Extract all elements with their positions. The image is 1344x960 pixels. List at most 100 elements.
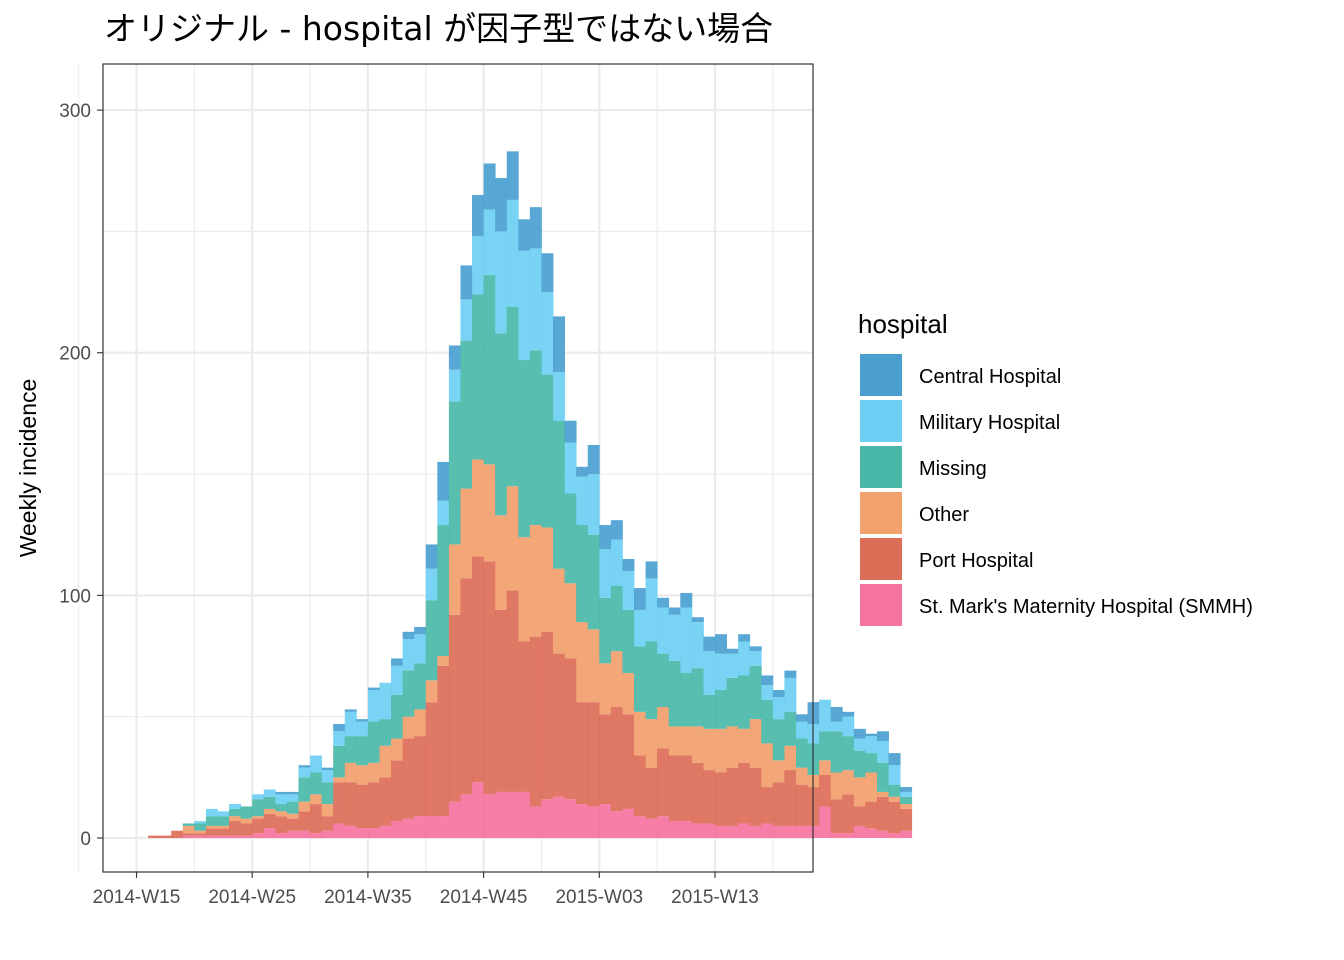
bar-segment [321,767,334,771]
bar-segment [865,828,878,839]
bar-segment [657,607,670,654]
bar-segment [356,828,369,839]
bar-segment [286,813,299,819]
bar-segment [182,833,195,836]
bar-segment [830,707,843,722]
bar-segment [425,600,438,681]
bar-segment [402,639,415,671]
bar-segment [460,488,473,579]
bar-segment [529,207,542,249]
bar-segment [182,835,195,839]
bar-segment [726,677,739,727]
bar-segment [691,762,704,824]
bar-segment [703,728,716,771]
bar-segment [448,401,461,545]
bar-segment [483,163,496,210]
bar-segment [275,811,288,817]
bar-segment [240,823,253,836]
bar-segment [853,750,866,778]
bar-segment [205,825,218,829]
bar-segment [518,791,531,839]
bar-segment [610,811,623,839]
bar-segment [240,818,253,824]
bar-segment [286,794,299,802]
bar-segment [900,804,913,809]
bar-segment [888,833,901,839]
bar-segment [645,578,658,642]
bar-segment [252,818,265,834]
bar-segment [691,622,704,669]
bar-segment [819,774,832,807]
bar-segment [691,668,704,727]
x-tick-label: 2014-W15 [93,887,181,908]
bar-segment [437,816,450,839]
bar-segment [726,726,739,768]
bar-segment [194,833,207,836]
bar-segment [853,806,866,826]
bar-segment [402,738,415,819]
bar-segment [876,796,889,831]
bar-segment [217,816,230,826]
bar-segment [425,568,438,601]
bar-segment [853,777,866,807]
bar-segment [749,665,762,720]
bar-segment [310,794,323,805]
bar-segment [541,292,554,375]
bar-segment [460,578,473,795]
bar-segment [321,816,334,831]
bar-segment [356,784,369,829]
bar-segment [668,821,681,839]
bar-segment [564,799,577,839]
bar-segment [876,762,889,792]
bar-segment [888,801,901,834]
bar-segment [402,670,415,717]
bar-segment [541,631,554,800]
bar-segment [784,745,797,771]
bar-segment [541,253,554,293]
y-axis: 0 100 200 300 [59,101,103,850]
bar-segment [564,442,577,494]
bar-segment [853,738,866,751]
bar-segment [726,825,739,839]
bar-segment [842,770,855,795]
bar-segment [634,588,646,610]
y-tick-label: 0 [80,829,91,850]
bar-segment [333,823,346,839]
bar-segment [205,828,218,836]
bar-segment [506,590,519,792]
bar-segment [460,340,473,489]
bar-segment [576,622,589,703]
bar-segment [853,825,866,839]
x-axis: 2014-W15 2014-W25 2014-W35 2014-W45 2015-W03… [93,872,759,908]
bar-segment [321,830,334,839]
bar-segment [229,808,242,817]
bar-segment [668,755,681,822]
bar-segment [263,828,276,839]
bar-segment [657,748,670,817]
bar-segment [715,728,727,773]
bar-segment [391,658,404,666]
bar-segment [610,520,623,540]
bar-segment [275,794,288,805]
bar-segment [645,818,658,839]
bar-segment [344,825,357,839]
bar-segment [876,740,889,763]
bar-segment [448,614,461,802]
bar-segment [703,823,716,839]
plot-bars [148,151,913,839]
bar-segment [587,474,600,535]
bar-segment [761,743,774,788]
bar-segment [599,549,612,598]
bar-segment [321,770,334,783]
bar-segment [275,833,288,839]
bar-segment [691,726,704,763]
legend-title: hospital [858,309,948,339]
x-tick-label: 2014-W45 [440,887,528,908]
bar-segment [217,835,230,839]
bar-segment [749,825,762,839]
bar-segment [414,626,427,635]
bar-segment [275,816,288,834]
x-tick-label: 2014-W35 [324,887,412,908]
bar-segment [564,658,577,800]
x-tick-label: 2015-W03 [555,887,643,908]
